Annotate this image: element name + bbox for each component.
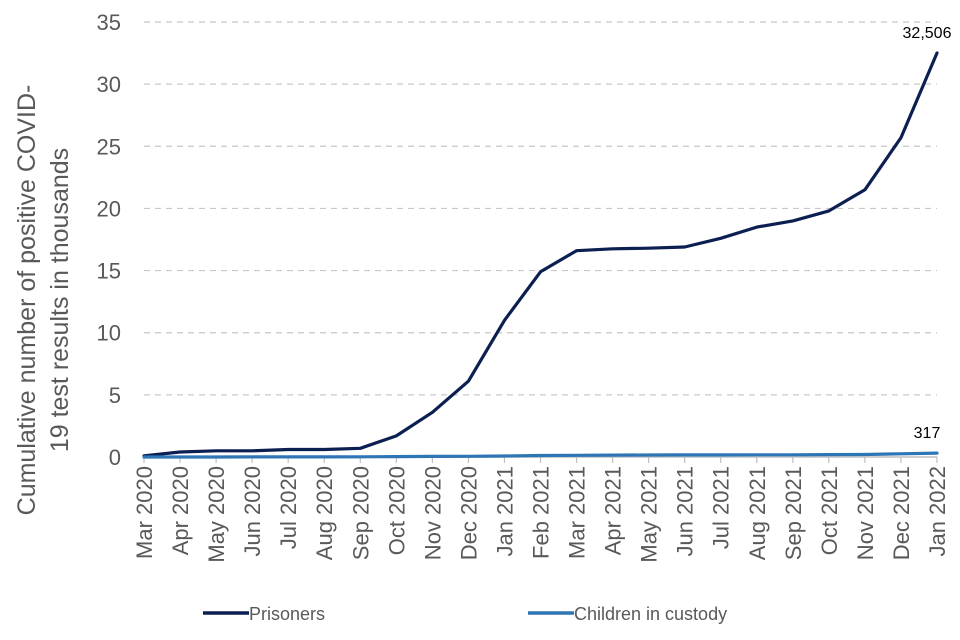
y-tick-label: 5 bbox=[109, 383, 121, 408]
y-tick-labels: 0 5 10 15 20 25 30 35 bbox=[97, 10, 121, 470]
x-tick-label: Nov 2020 bbox=[420, 466, 445, 560]
x-tick-label: Oct 2021 bbox=[817, 466, 842, 555]
x-tick-label: Jan 2021 bbox=[492, 466, 517, 557]
x-tick-label: Dec 2020 bbox=[456, 466, 481, 560]
legend-label: Prisoners bbox=[249, 604, 325, 624]
x-tick-label: May 2021 bbox=[637, 466, 662, 563]
y-tick-label: 10 bbox=[97, 321, 121, 346]
y-tick-label: 25 bbox=[97, 134, 121, 159]
x-tick-label: Sep 2021 bbox=[781, 466, 806, 560]
legend: Prisoners Children in custody bbox=[203, 604, 727, 624]
x-tick-label: Sep 2020 bbox=[348, 466, 373, 560]
x-tick-label: Feb 2021 bbox=[529, 466, 554, 559]
x-tick-label: Jan 2022 bbox=[925, 466, 950, 557]
x-tick-label: May 2020 bbox=[204, 466, 229, 563]
y-axis-label: Cumulative number of positive COVID- 19 … bbox=[13, 85, 74, 516]
gridlines bbox=[144, 21, 937, 396]
x-tick-label: Apr 2021 bbox=[601, 466, 626, 555]
x-tick-label: Mar 2020 bbox=[132, 466, 157, 559]
data-label: 32,506 bbox=[903, 25, 952, 42]
data-label: 317 bbox=[914, 425, 941, 442]
y-tick-label: 0 bbox=[109, 445, 121, 470]
series-line-prisoners bbox=[142, 51, 939, 458]
x-tick-label: Jul 2020 bbox=[276, 466, 301, 549]
y-tick-label: 30 bbox=[97, 72, 121, 97]
x-tick-label: Dec 2021 bbox=[889, 466, 914, 560]
data-labels: 32,506 317 bbox=[903, 25, 952, 442]
y-axis-label-line-1: Cumulative number of positive COVID- bbox=[13, 85, 41, 516]
legend-label: Children in custody bbox=[574, 604, 727, 624]
x-tick-label: Jul 2021 bbox=[709, 466, 734, 549]
series-line-children-in-custody bbox=[142, 451, 939, 459]
x-axis: Mar 2020 Apr 2020 May 2020 Jun 2020 Jul 2020… bbox=[132, 456, 950, 563]
y-tick-label: 15 bbox=[97, 259, 121, 284]
x-tick-label: Mar 2021 bbox=[565, 466, 590, 559]
x-tick-label: Aug 2021 bbox=[745, 466, 770, 560]
x-tick-label: Oct 2020 bbox=[384, 466, 409, 555]
y-tick-label: 20 bbox=[97, 196, 121, 221]
x-tick-label: Apr 2020 bbox=[168, 466, 193, 555]
y-tick-label: 35 bbox=[97, 10, 121, 35]
y-axis-label-line-2: 19 test results in thousands bbox=[46, 148, 74, 452]
x-tick-label: Jun 2021 bbox=[673, 466, 698, 557]
x-tick-label: Jun 2020 bbox=[240, 466, 265, 557]
x-tick-label: Nov 2021 bbox=[853, 466, 878, 560]
x-tick-label: Aug 2020 bbox=[312, 466, 337, 560]
series-lines bbox=[142, 51, 939, 459]
